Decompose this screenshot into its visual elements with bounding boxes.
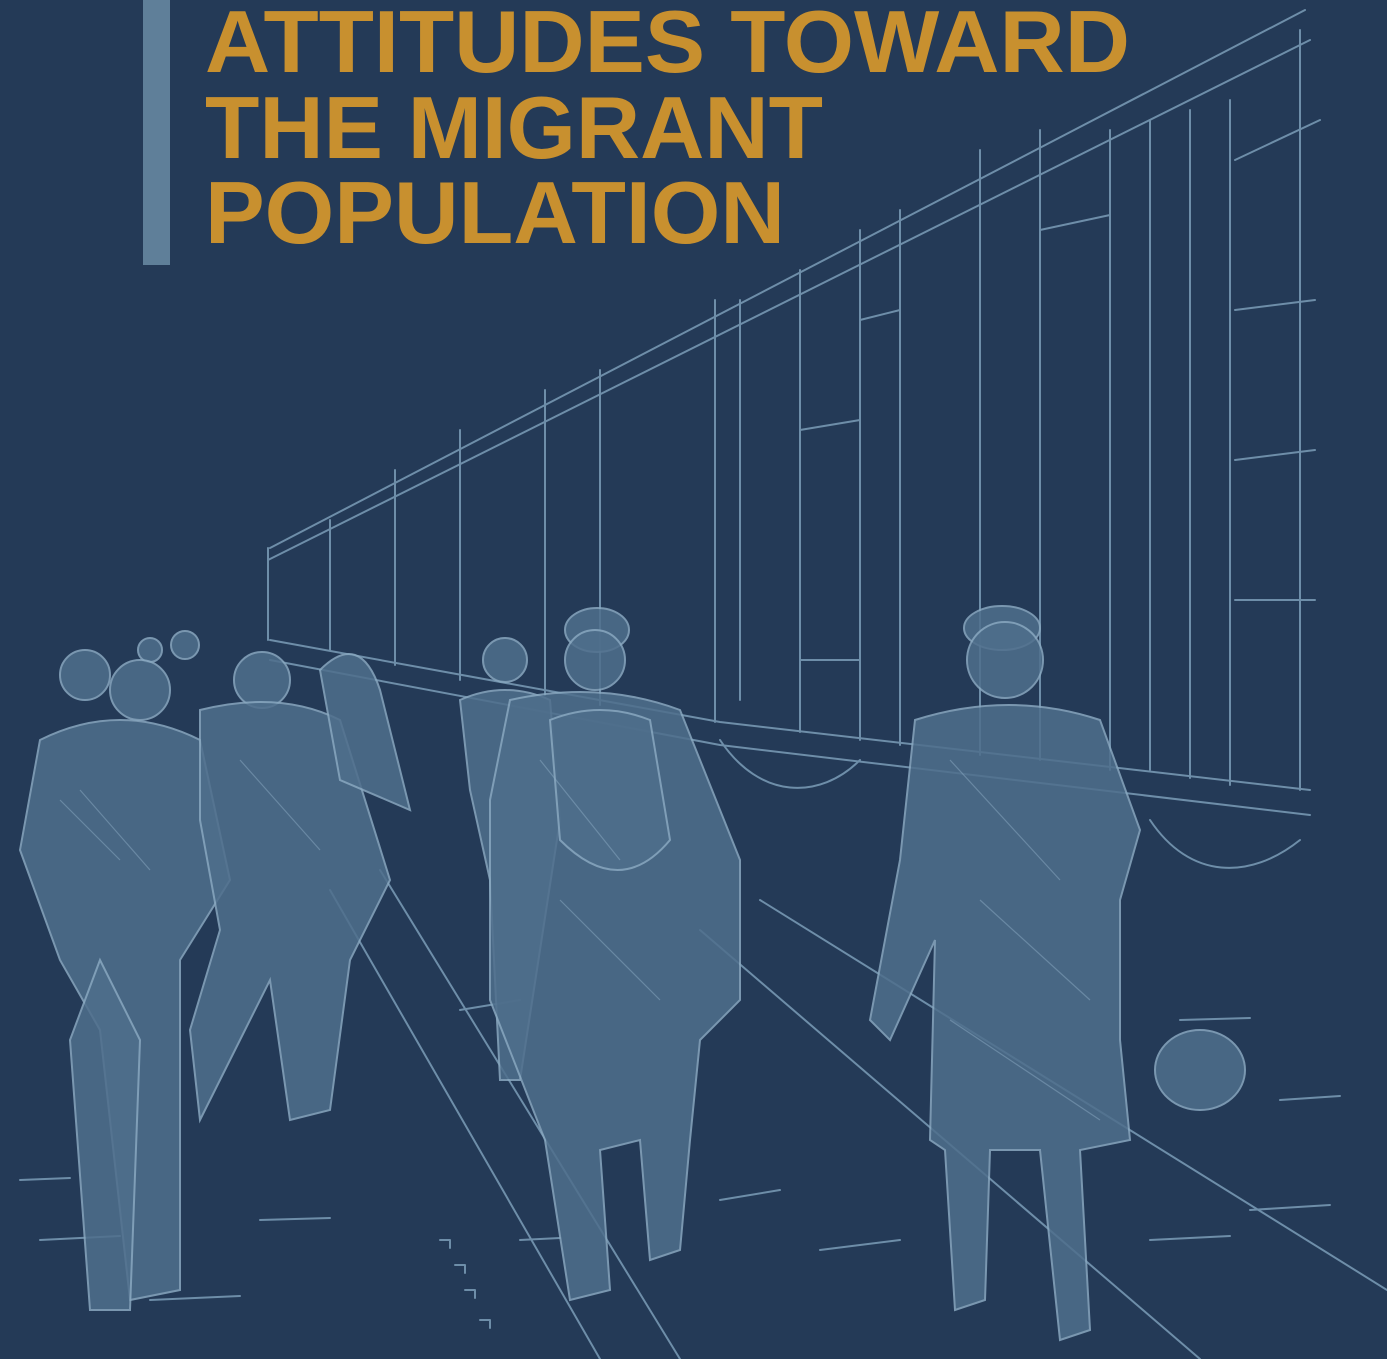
cover: ATTITUDES TOWARD THE MIGRANT POPULATION — [0, 0, 1387, 1359]
accent-bar — [143, 0, 170, 265]
title-line: POPULATION — [205, 163, 785, 262]
page: ATTITUDES TOWARD THE MIGRANT POPULATION … — [0, 0, 1387, 1359]
